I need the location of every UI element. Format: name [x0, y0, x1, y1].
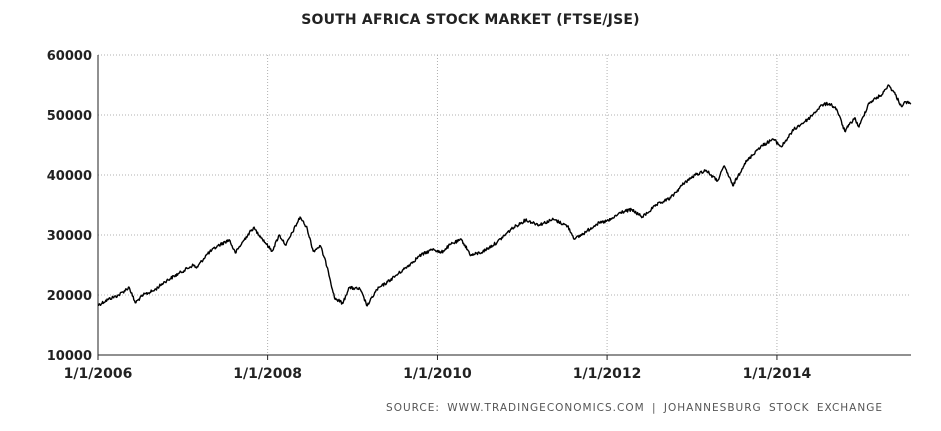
x-tick-label: 1/1/2014 [743, 366, 812, 382]
chart-title: SOUTH AFRICA STOCK MARKET (FTSE/JSE) [301, 12, 640, 28]
axes [97, 55, 911, 360]
source-note: SOURCE: WWW.TRADINGECONOMICS.COM | JOHAN… [386, 402, 883, 414]
series-line [97, 84, 912, 307]
y-tick-label: 60000 [47, 49, 92, 64]
x-tick-label: 1/1/2012 [573, 366, 642, 382]
x-tick-label: 1/1/2010 [403, 366, 472, 382]
y-tick-label: 40000 [47, 169, 92, 184]
x-tick-label: 1/1/2008 [233, 366, 302, 382]
x-tick-label: 1/1/2006 [64, 366, 133, 382]
series [97, 84, 912, 307]
tick-labels: 10000 20000 30000 40000 50000 60000 1/1/2006 1/… [47, 49, 812, 382]
y-tick-label: 50000 [47, 109, 92, 124]
y-tick-label: 10000 [47, 349, 92, 364]
grid [98, 54, 911, 355]
y-tick-label: 30000 [47, 229, 92, 244]
y-tick-label: 20000 [47, 289, 92, 304]
